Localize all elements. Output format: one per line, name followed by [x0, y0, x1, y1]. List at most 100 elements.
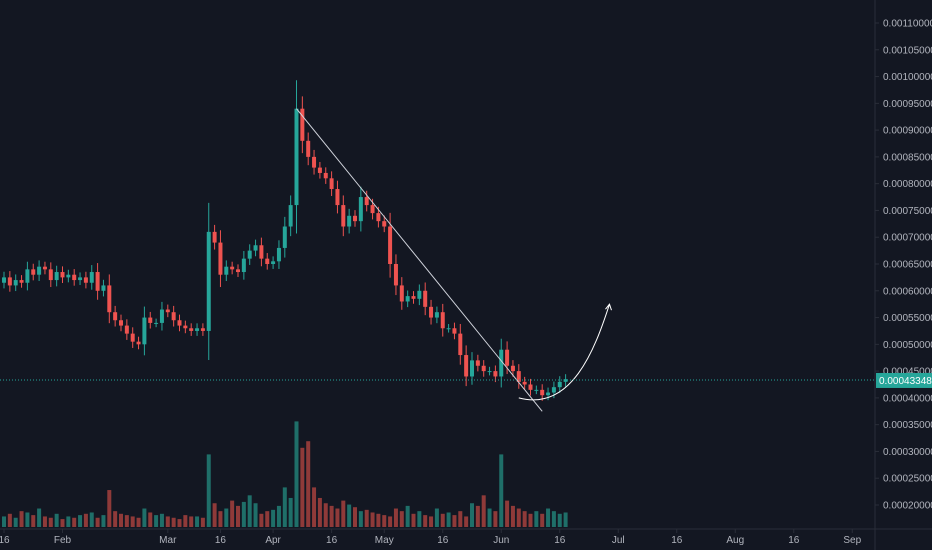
volume-bar: [522, 511, 527, 527]
candle: [212, 224, 217, 250]
candle: [528, 378, 533, 396]
candle-body: [282, 226, 287, 248]
candle: [540, 384, 545, 401]
projection-curve: [518, 304, 610, 401]
candle: [2, 271, 6, 289]
volume-bar: [534, 511, 539, 527]
volume-bar: [95, 517, 100, 527]
candle-body: [481, 365, 486, 372]
candle: [72, 269, 77, 286]
candle: [66, 269, 71, 283]
candle-body: [516, 371, 521, 382]
candle-body: [452, 328, 457, 334]
y-tick-label: 0.00070000: [883, 233, 932, 244]
candle-body: [440, 312, 445, 329]
candle: [224, 260, 229, 282]
candle-body: [434, 312, 439, 318]
candle: [288, 195, 293, 237]
volume-bar: [464, 516, 469, 527]
x-tick-label: Jul: [612, 535, 625, 546]
candle-body: [2, 277, 6, 283]
volume-bar: [288, 497, 293, 527]
price-axis[interactable]: 0.00110000 0.00105000 0.00100000 0.00095000…: [875, 19, 932, 512]
y-tick-label: 0.00045000: [883, 367, 932, 378]
candle-body: [306, 140, 311, 157]
volume-bar: [107, 490, 112, 527]
candle-body: [183, 325, 188, 329]
volume-bar: [475, 505, 480, 527]
volume-bar: [487, 508, 492, 527]
candle-body: [464, 355, 469, 377]
candle: [265, 253, 270, 270]
x-tick-label: Jun: [493, 535, 509, 546]
candle-body: [546, 392, 551, 396]
candle: [563, 374, 568, 387]
candle: [458, 323, 463, 365]
volume-bar: [329, 505, 334, 527]
candle-body: [487, 371, 492, 373]
candle-body: [195, 328, 200, 331]
y-tick-label: 0.00110000: [883, 19, 932, 30]
candle-body: [323, 172, 328, 179]
volume-bar: [411, 513, 416, 527]
y-tick-label: 0.00095000: [883, 99, 932, 110]
volume-bar: [364, 509, 369, 527]
x-tick-label: Feb: [54, 535, 72, 546]
candle-body: [417, 290, 422, 299]
y-tick-label: 0.00040000: [883, 393, 932, 404]
candle-body: [358, 197, 363, 222]
y-tick-label: 0.00030000: [883, 447, 932, 458]
candle: [218, 230, 223, 288]
candle: [347, 208, 352, 234]
candle-body: [148, 317, 153, 323]
volume-bar: [148, 512, 153, 527]
candle: [429, 299, 434, 325]
y-tick-label: 0.00060000: [883, 286, 932, 297]
candle-body: [19, 280, 24, 283]
volume-bar: [446, 512, 451, 527]
volume-bar: [212, 503, 217, 527]
candle-body: [7, 277, 12, 286]
x-tick-label: Mar: [159, 535, 177, 546]
candle-body: [37, 266, 42, 275]
candle-body: [493, 371, 498, 377]
candle: [306, 132, 311, 166]
volume-bar: [452, 515, 457, 527]
volume-bar: [434, 508, 439, 527]
candle: [312, 149, 317, 175]
candle: [364, 190, 369, 212]
candle-body: [528, 384, 533, 390]
candle-body: [388, 226, 393, 264]
candle-body: [458, 333, 463, 356]
candle: [95, 263, 100, 300]
volume-bar: [183, 515, 188, 527]
candle-body: [475, 360, 480, 366]
volume-bar: [236, 505, 240, 527]
candle-body: [78, 277, 83, 281]
y-tick-label: 0.00105000: [883, 45, 932, 56]
candle-body: [353, 215, 357, 222]
volume-bar: [399, 511, 404, 527]
time-axis[interactable]: 16 Feb Mar 16 Apr 16 May 16 Jun 16 Jul 16 Aug 16 Sep: [0, 529, 862, 546]
volume-bar: [429, 516, 434, 527]
volume-bar: [224, 508, 229, 527]
candle: [130, 327, 135, 348]
candle: [341, 195, 346, 237]
y-tick-label: 0.00100000: [883, 72, 932, 83]
candle: [423, 282, 428, 316]
candle: [464, 345, 469, 387]
candle: [499, 338, 504, 388]
candle: [557, 376, 562, 393]
volume-bar: [458, 511, 463, 527]
volume-bar: [7, 513, 12, 527]
trendline: [296, 108, 543, 412]
candle-body: [317, 167, 322, 173]
x-tick-label: Apr: [265, 535, 281, 546]
volume-bar: [481, 495, 486, 527]
candle: [136, 336, 141, 350]
volume-bar: [312, 487, 317, 527]
volume-bar: [358, 511, 363, 527]
candle-body: [60, 272, 65, 278]
y-tick-label: 0.00065000: [883, 260, 932, 271]
